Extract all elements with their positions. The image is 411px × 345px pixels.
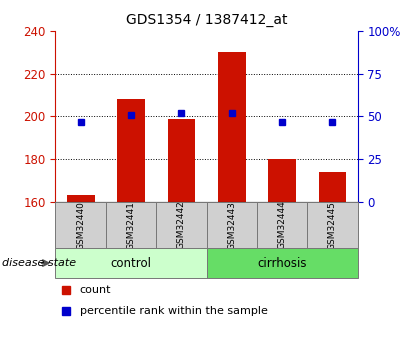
Bar [268,159,296,202]
Text: GSM32444: GSM32444 [277,201,286,249]
Bar [67,195,95,202]
Bar [168,119,195,202]
Bar [117,99,145,202]
Bar [206,248,358,278]
Text: cirrhosis: cirrhosis [257,257,307,269]
Bar [106,202,156,248]
Text: GSM32445: GSM32445 [328,201,337,249]
Text: count: count [80,285,111,295]
Text: percentile rank within the sample: percentile rank within the sample [80,306,268,316]
Text: control: control [111,257,152,269]
Bar [156,202,206,248]
Bar [307,202,358,248]
Bar [55,248,206,278]
Bar [257,202,307,248]
Text: GSM32443: GSM32443 [227,201,236,249]
Bar [206,202,257,248]
Text: GSM32440: GSM32440 [76,201,85,249]
Text: GSM32442: GSM32442 [177,201,186,249]
Title: GDS1354 / 1387412_at: GDS1354 / 1387412_at [126,13,287,27]
Bar [218,52,245,202]
Text: GSM32441: GSM32441 [127,201,136,249]
Bar [319,172,346,202]
Text: disease state: disease state [2,258,76,268]
Bar [55,202,106,248]
